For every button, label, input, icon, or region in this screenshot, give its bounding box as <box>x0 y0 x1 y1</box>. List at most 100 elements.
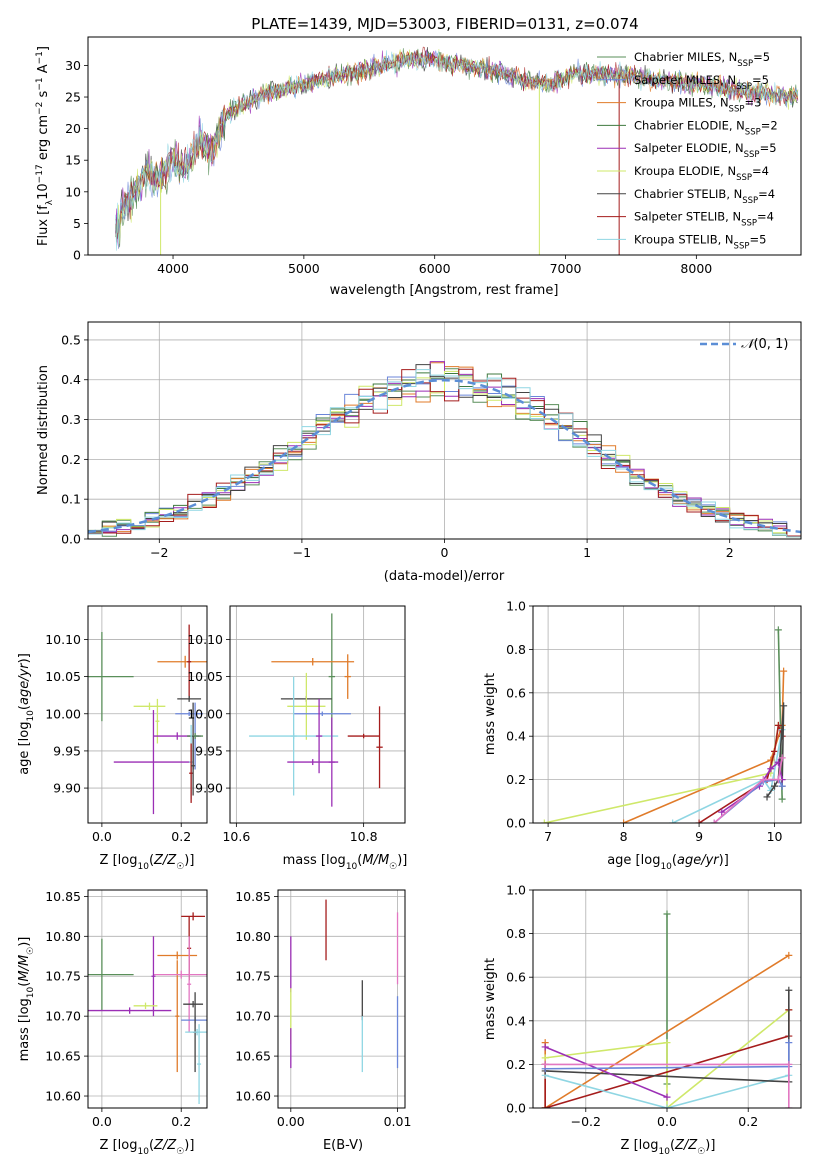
legend-label: Salpeter STELIB, NSSP=4 <box>634 210 774 229</box>
y-axis-label-part: mass [log <box>17 998 32 1061</box>
y-tick-label: 10.75 <box>235 969 271 984</box>
x-axis-label-part: age/yr <box>677 853 720 868</box>
weight-point-marker <box>771 782 779 790</box>
weight-point-marker <box>785 1104 793 1108</box>
x-tick-label: 0.0 <box>92 829 112 844</box>
weight-point-marker <box>620 819 628 823</box>
weight-point-marker <box>540 819 548 823</box>
y-tick-label: 25 <box>65 90 81 105</box>
weight-point-marker <box>778 795 786 803</box>
x-tick-label: 2 <box>726 545 734 560</box>
legend-label: 𝒩(0, 1) <box>741 337 788 352</box>
x-axis-label-part: ☉ <box>389 862 397 872</box>
x-axis-label-part: (data-model)/error <box>384 569 505 584</box>
y-axis-label-part: 10 <box>26 710 36 722</box>
y-axis-label-part: ] <box>36 46 51 51</box>
weight-point-marker <box>771 747 779 755</box>
y-axis-label-part: λ <box>45 199 55 205</box>
legend-label-tail: =4 <box>757 210 774 224</box>
plot-area <box>115 46 799 255</box>
weight-point-marker <box>541 1043 549 1051</box>
y-tick-label: 0.5 <box>61 332 81 347</box>
x-axis-label-part: )] <box>184 1138 194 1153</box>
legend-label-base: Chabrier ELODIE, N <box>634 118 745 132</box>
y-tick-label: 10.10 <box>187 632 223 647</box>
weight-point-marker <box>541 1054 549 1062</box>
y-tick-label: 0.2 <box>506 772 526 787</box>
x-axis-label: Z [log10(Z/Z☉)] <box>100 853 195 872</box>
x-tick-label: 0.0 <box>92 1114 112 1129</box>
legend-label-base: Kroupa ELODIE, N <box>634 164 736 178</box>
weight-point-marker <box>778 754 786 762</box>
x-tick-label: 10.8 <box>350 829 378 844</box>
y-tick-label: 10.65 <box>45 1049 81 1064</box>
weight-series-line <box>713 778 783 823</box>
x-tick-label: 8000 <box>680 261 712 276</box>
weight-point-marker <box>785 951 793 959</box>
legend-label: Salpeter MILES, NSSP=5 <box>634 73 769 92</box>
weight-series-line <box>544 1046 668 1098</box>
x-axis-label-part: M/M <box>362 853 389 868</box>
y-axis-label: Normed distribution <box>36 365 51 495</box>
weight-point-marker <box>785 986 793 994</box>
x-tick-label: −2 <box>150 545 168 560</box>
x-axis-label-part: E(B-V) <box>323 1138 363 1153</box>
x-axis-label-part: Z [log <box>621 1138 659 1153</box>
y-tick-label: 10.05 <box>45 669 81 684</box>
y-axis-label-part: mass weight <box>483 958 498 1040</box>
legend-label-base: Chabrier STELIB, N <box>634 187 742 201</box>
x-axis-label-part: 10 <box>660 862 672 872</box>
axes-frame <box>532 605 802 824</box>
x-axis-label-part: Z/Z <box>153 1138 177 1153</box>
weight-series-line <box>544 725 780 823</box>
weight-point-marker <box>774 776 782 784</box>
weight-point-marker <box>774 721 782 729</box>
x-tick-label: 10 <box>767 829 783 844</box>
x-tick-label: 0.0 <box>657 1114 677 1129</box>
x-axis-label-part: 10 <box>137 862 149 872</box>
y-tick-label: 1.0 <box>506 599 526 614</box>
spectrum-line <box>115 50 799 251</box>
y-axis-label-part: −1 <box>35 77 45 90</box>
legend-label: Chabrier MILES, NSSP=5 <box>634 50 770 69</box>
age-vs-mass-panel: 10.6 10.8 9.90 9.95 10.00 10.05 10.10 mass [log… <box>187 605 407 872</box>
y-axis-label-part: erg cm <box>36 115 51 164</box>
x-tick-label: −0.2 <box>571 1114 601 1129</box>
y-tick-label: 10.00 <box>187 706 223 721</box>
legend-label-sub: SSP <box>741 219 757 229</box>
figure-title: PLATE=1439, MJD=53003, FIBERID=0131, z=0… <box>251 15 638 33</box>
plot-area <box>540 626 788 823</box>
x-axis-label-part: mass [log <box>283 853 346 868</box>
y-tick-label: 0.8 <box>506 926 526 941</box>
y-tick-label: 0.2 <box>506 1057 526 1072</box>
y-tick-label: 0.4 <box>506 729 526 744</box>
y-axis-label-part: −17 <box>35 164 45 183</box>
y-axis-label-part: Flux [f <box>36 205 51 246</box>
plot-area <box>88 361 801 539</box>
y-tick-label: 15 <box>65 153 81 168</box>
plot-area <box>88 912 207 1105</box>
y-tick-label: 10.85 <box>235 889 271 904</box>
legend-label-base: Salpeter ELODIE, N <box>634 141 744 155</box>
y-axis-label-part: ( <box>17 982 32 987</box>
x-tick-label: 6000 <box>419 261 451 276</box>
x-axis-label-part: Z/Z <box>674 1138 698 1153</box>
x-tick-label: −1 <box>293 545 311 560</box>
weight-point-marker <box>774 626 782 634</box>
y-tick-label: 10.65 <box>235 1049 271 1064</box>
weight-point-marker <box>669 819 677 823</box>
plot-area <box>541 910 793 1108</box>
legend-label: Kroupa MILES, NSSP=3 <box>634 96 761 115</box>
x-axis-label-part: ( <box>149 853 154 868</box>
legend-label-base: Kroupa STELIB, N <box>634 232 734 246</box>
weight-point-marker <box>780 702 788 710</box>
weight-point-marker <box>663 1039 671 1047</box>
legend-label-sub: SSP <box>734 241 750 251</box>
y-tick-label: 0.4 <box>506 1013 526 1028</box>
y-tick-label: 0.6 <box>506 970 526 985</box>
weight-point-marker <box>785 1060 793 1068</box>
weight-point-marker <box>710 819 718 823</box>
y-axis-label-part: )] <box>17 653 32 663</box>
weight-point-marker <box>663 910 671 918</box>
